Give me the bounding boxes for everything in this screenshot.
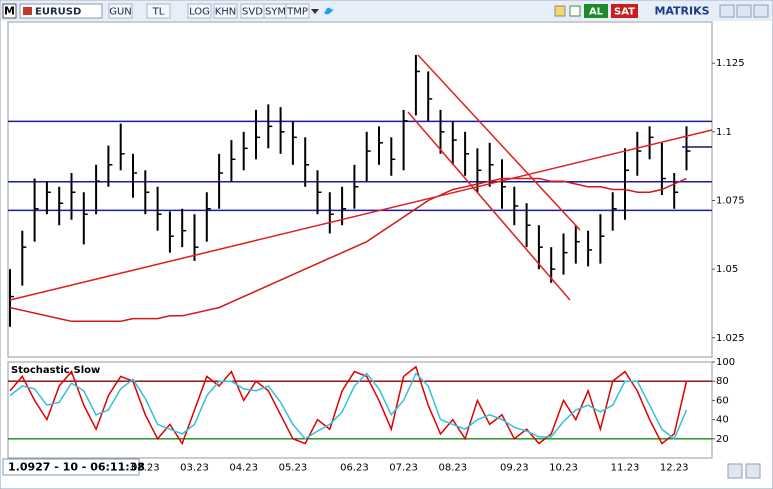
toolbar-button-label: TL xyxy=(152,7,165,18)
toolbar-button[interactable] xyxy=(108,3,133,19)
toolbar-button[interactable] xyxy=(285,3,310,19)
maximize-button[interactable] xyxy=(736,4,752,18)
series-line xyxy=(9,372,688,440)
y-tick-label: 20 xyxy=(716,434,729,445)
channel-upper xyxy=(417,54,581,231)
toolbar-button[interactable] xyxy=(146,3,171,19)
symbol-box[interactable] xyxy=(19,3,103,19)
buy-button[interactable] xyxy=(584,4,608,18)
brand: MATRIKS xyxy=(654,5,709,18)
y-tick-label: 1.05 xyxy=(716,264,738,275)
x-tick-label: 02.23 xyxy=(131,463,160,474)
x-tick-label: 08.23 xyxy=(438,463,467,474)
dropdown-icon[interactable] xyxy=(311,9,319,14)
x-tick-label: 09.23 xyxy=(500,463,529,474)
channel-lower xyxy=(407,111,571,301)
toolbar-button-label: TMP xyxy=(286,7,308,18)
toolbar-button[interactable] xyxy=(187,3,212,19)
y-tick-label: 1.1 xyxy=(716,127,732,138)
x-tick-label: 05.23 xyxy=(279,463,308,474)
status-text: 1.0927 - 10 - 06:11:38 xyxy=(8,461,145,474)
x-tick-label: 11.23 xyxy=(611,463,640,474)
status-box xyxy=(2,458,140,476)
buy-label: AL xyxy=(589,7,604,18)
minimize-button[interactable] xyxy=(719,4,735,18)
y-tick-label: 80 xyxy=(716,376,729,387)
y-tick-label: 60 xyxy=(716,395,729,406)
series-line xyxy=(9,177,687,323)
toolbar-button[interactable] xyxy=(213,3,238,19)
sell-button[interactable] xyxy=(611,4,638,18)
price-panel xyxy=(7,21,713,358)
stochastic-panel xyxy=(7,361,713,459)
sell-label: SAT xyxy=(614,7,635,18)
zoom-button[interactable] xyxy=(745,463,761,479)
toolbar-button-label: LOG xyxy=(189,7,210,18)
y-tick-label: 100 xyxy=(716,357,735,368)
y-tick-label: 1.125 xyxy=(716,58,745,69)
settings-button[interactable] xyxy=(727,463,743,479)
trendlines xyxy=(9,54,713,301)
series-line xyxy=(9,365,688,446)
toolbar-button-label: SYM xyxy=(265,7,286,18)
flag-icon xyxy=(23,7,32,15)
toolbar-button-label: KHN xyxy=(215,7,237,18)
x-tick-label: 06.23 xyxy=(340,463,369,474)
y-tick-label: 40 xyxy=(716,415,729,426)
trendline xyxy=(9,129,713,301)
x-tick-label: 03.23 xyxy=(180,463,209,474)
x-tick-label: 04.23 xyxy=(229,463,258,474)
note-icon[interactable] xyxy=(554,5,566,17)
x-tick-label: 07.23 xyxy=(389,463,418,474)
y-tick-label: 1.025 xyxy=(716,333,745,344)
close-button[interactable] xyxy=(753,4,769,18)
x-tick-label: 12.23 xyxy=(660,463,689,474)
toolbar-button-label: SVD xyxy=(242,7,263,18)
x-tick-label: 10.23 xyxy=(549,463,578,474)
refresh-icon[interactable] xyxy=(569,5,581,17)
symbol: EURUSD xyxy=(35,7,81,18)
logo-box xyxy=(2,3,17,19)
twitter-icon[interactable] xyxy=(324,7,334,15)
logo: M xyxy=(4,5,15,18)
toolbar-button-label: GUN xyxy=(109,7,132,18)
panel-title: Stochastic,Slow xyxy=(11,365,100,376)
y-tick-label: 1.075 xyxy=(716,195,745,206)
